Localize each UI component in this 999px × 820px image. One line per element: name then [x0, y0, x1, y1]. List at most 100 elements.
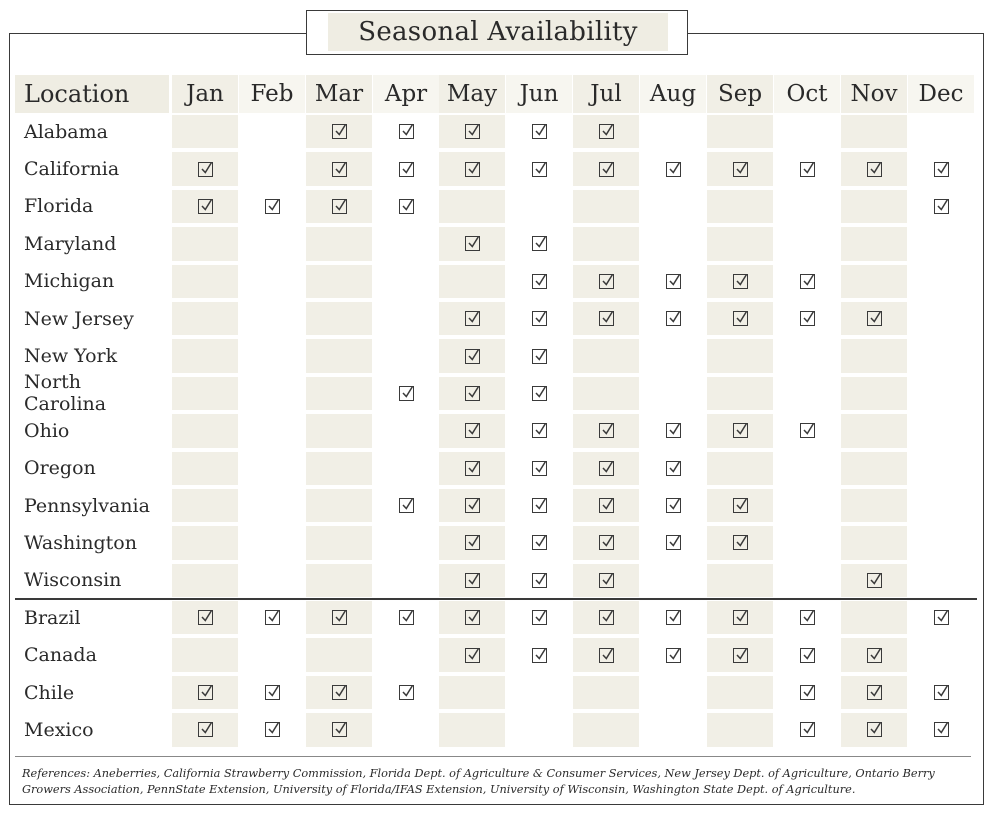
month-cell: [306, 451, 372, 485]
checkbox-checked-icon: [398, 685, 414, 701]
month-cell: [841, 227, 907, 261]
month-cell: [707, 601, 773, 635]
month-cell: [172, 152, 238, 186]
month-cell: [506, 414, 572, 447]
checkbox-checked-icon: [665, 498, 681, 514]
month-cell: [239, 638, 305, 671]
month-cell: [172, 264, 238, 298]
month-cell: [306, 264, 372, 298]
header-month-apr: Apr: [373, 75, 439, 113]
month-cell: [373, 152, 439, 185]
checkbox-checked-icon: [665, 647, 681, 663]
month-cell: [439, 638, 505, 672]
checkbox-checked-icon: [331, 161, 347, 177]
month-cell: [908, 601, 974, 634]
month-cell: [239, 601, 305, 634]
month-cell: [373, 489, 439, 522]
checkbox-checked-icon: [799, 161, 815, 177]
checkbox-checked-icon: [531, 647, 547, 663]
checkbox-checked-icon: [464, 124, 480, 140]
table-row: Alabama: [15, 113, 977, 150]
month-cell: [640, 115, 706, 148]
checkbox-checked-icon: [197, 610, 213, 626]
month-cell: [239, 152, 305, 185]
checkbox-checked-icon: [531, 498, 547, 514]
month-cell: [707, 526, 773, 560]
checkbox-checked-icon: [799, 610, 815, 626]
month-cell: [373, 190, 439, 223]
month-cell: [841, 675, 907, 710]
table-row: New York: [15, 337, 977, 374]
month-cell: [306, 189, 372, 224]
month-cell: [573, 189, 639, 224]
month-cell: [707, 115, 773, 149]
checkbox-checked-icon: [598, 572, 614, 588]
table-row: Chile: [15, 674, 977, 711]
checkbox-checked-icon: [598, 311, 614, 327]
table-row: Washington: [15, 524, 977, 561]
month-cell: [172, 638, 238, 672]
month-cell: [707, 264, 773, 298]
checkbox-checked-icon: [331, 722, 347, 738]
month-cell: [506, 227, 572, 260]
checkbox-checked-icon: [197, 198, 213, 214]
checkbox-checked-icon: [464, 647, 480, 663]
checkbox-checked-icon: [933, 161, 949, 177]
checkbox-checked-icon: [933, 610, 949, 626]
month-cell: [439, 152, 505, 186]
checkbox-checked-icon: [598, 535, 614, 551]
month-cell: [841, 152, 907, 186]
header-row: Location Jan Feb Mar Apr May Jun Jul Aug Sep Oct No…: [15, 75, 977, 113]
location-label: Canada: [24, 644, 97, 667]
month-cell: [373, 115, 439, 148]
month-cell: [774, 638, 840, 671]
table-row: Oregon: [15, 450, 977, 487]
month-cell: [306, 227, 372, 261]
header-location: Location: [15, 75, 169, 113]
month-cell: [239, 377, 305, 410]
page-title: Seasonal Availability: [328, 13, 668, 51]
month-cell: [172, 526, 238, 560]
table-row: Mexico: [15, 711, 977, 748]
checkbox-checked-icon: [866, 685, 882, 701]
month-cell: [908, 526, 974, 559]
month-cell: [239, 339, 305, 372]
month-cell: [172, 414, 238, 448]
month-cell: [573, 713, 639, 747]
checkbox-checked-icon: [732, 535, 748, 551]
month-cell: [306, 414, 372, 448]
location-label: Mexico: [24, 718, 94, 741]
month-cell: [172, 713, 238, 747]
checkbox-checked-icon: [531, 423, 547, 439]
checkbox-checked-icon: [665, 311, 681, 327]
checkbox-checked-icon: [264, 198, 280, 214]
checkbox-checked-icon: [464, 535, 480, 551]
header-month-aug: Aug: [640, 75, 706, 113]
month-cell: [306, 115, 372, 149]
month-cell: [841, 488, 907, 523]
table-row: North Carolina: [15, 371, 977, 415]
checkbox-checked-icon: [665, 423, 681, 439]
checkbox-checked-icon: [464, 572, 480, 588]
checkbox-checked-icon: [398, 498, 414, 514]
month-cell: [172, 563, 238, 598]
month-cell: [573, 526, 639, 560]
location-label: Oregon: [24, 457, 96, 480]
month-cell: [373, 713, 439, 746]
location-label: Chile: [24, 681, 75, 704]
month-cell: [774, 526, 840, 559]
month-cell: [506, 190, 572, 223]
month-cell: [841, 376, 907, 411]
month-cell: [841, 115, 907, 149]
header-month-jun: Jun: [506, 75, 572, 113]
month-cell: [573, 601, 639, 635]
checkbox-checked-icon: [331, 124, 347, 140]
location-label: Michigan: [24, 270, 115, 293]
month-cell: [373, 676, 439, 709]
month-cell: [841, 301, 907, 336]
month-cell: [373, 265, 439, 298]
checkbox-checked-icon: [598, 423, 614, 439]
month-cell: [908, 676, 974, 709]
checkbox-checked-icon: [197, 161, 213, 177]
month-cell: [373, 526, 439, 559]
